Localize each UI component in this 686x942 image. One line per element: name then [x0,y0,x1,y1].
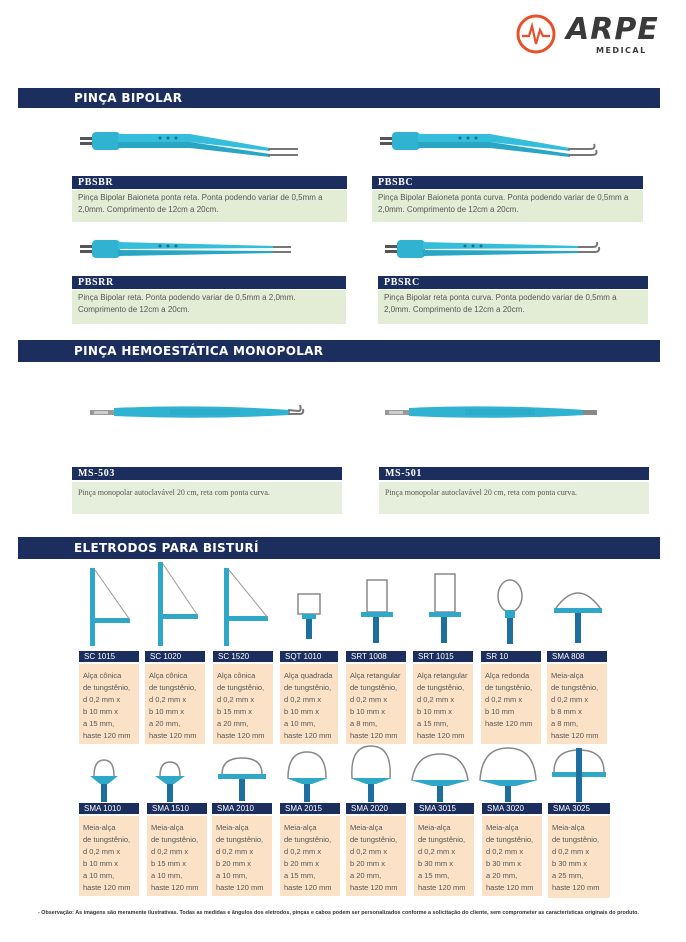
electrode-code: SMA 2010 [212,803,272,814]
electrode-half-loop-icon [350,745,392,802]
monopolar-forceps-straight-icon [385,406,597,418]
electrode-spec: Meia-alça de tungstênio, d 0,2 mm x b 10… [79,816,139,896]
bipolar-bayonet-curved-icon [380,132,598,157]
product-desc-pbsbc: Pinça Bipolar Baioneta ponta curva. Pont… [372,190,643,222]
electrode-conical-icon [158,562,199,646]
electrode-code: SMA 2020 [346,803,406,814]
electrode-spec: Alça cônica de tungstênio, d 0,2 mm x b … [145,664,205,744]
electrode-spec: Meia-alça de tungstênio, d 0,2 mm x b 30… [548,816,610,898]
electrode-spec: Alça retangular de tungstênio, d 0,2 mm … [413,664,473,744]
section-banner-monopolar: PINÇA HEMOESTÁTICA MONOPOLAR [18,340,660,362]
brand-name: ARPE [566,12,659,47]
product-code-ms501: MS-501 [379,467,649,480]
product-code-pbsrc: PBSRC [378,276,648,289]
electrode-code: SMA 2015 [280,803,340,814]
electrode-half-loop-icon [90,759,118,802]
section-banner-bipolar: PINÇA BIPOLAR [18,88,660,108]
electrode-round-loop-icon [497,579,523,644]
bipolar-bayonet-straight-icon [80,132,298,157]
arpe-medical-logo-icon [516,14,556,54]
electrode-conical-icon [224,568,269,646]
electrode-half-loop-icon [218,757,266,801]
electrode-spec: Meia-alça de tungstênio, d 0,2 mm x b 30… [482,816,542,896]
electrode-square-loop-icon [297,593,321,639]
electrode-half-loop-icon [478,747,538,802]
bipolar-straight-icon [80,240,291,258]
electrode-code: SQT 1010 [280,651,338,662]
brand-sub: MEDICAL [596,46,647,55]
electrode-spec: Alça cônica de tungstênio, d 0,2 mm x b … [213,664,273,744]
section-banner-eletrodos: ELETRODOS PARA BISTURÍ [18,537,660,559]
electrode-spec: Meia-alça de tungstênio, d 0,2 mm x b 20… [280,816,340,896]
product-desc-ms501: Pinça monopolar autoclavável 20 cm, reta… [379,482,649,514]
electrode-spec: Meia-alça de tungstênio, d 0,2 mm x b 30… [414,816,474,896]
footnote: - Observação: As imagens são meramente i… [38,910,639,916]
product-desc-pbsrr: Pinça Bipolar reta. Ponta podendo variar… [72,290,346,324]
electrode-spec: Alça quadrada de tungstênio, d 0,2 mm x … [280,664,338,744]
electrode-code: SRT 1008 [346,651,406,662]
electrode-half-loop-icon [155,761,185,802]
electrode-half-loop-icon [554,592,602,643]
electrode-spec: Meia-alça de tungstênio, d 0,2 mm x b 20… [212,816,272,896]
product-code-pbsbr: PBSBR [72,176,347,189]
electrode-code: SMA 1010 [79,803,139,814]
electrode-code: SMA 3025 [548,803,610,814]
product-code-pbsrr: PBSRR [72,276,346,289]
electrode-spec: Alça redonda de tungstênio, d 0,2 mm x b… [481,664,541,744]
electrode-code: SMA 3020 [482,803,542,814]
electrode-spec: Meia-alça de tungstênio, d 0,2 mm x b 20… [346,816,406,896]
electrode-code: SMA 3015 [414,803,474,814]
bipolar-curved-icon [385,240,601,258]
electrode-code: SC 1020 [145,651,205,662]
electrode-code: SC 1015 [79,651,139,662]
electrode-code: SR 10 [481,651,541,662]
electrode-rectangular-loop-icon [361,579,393,643]
product-code-ms503: MS-503 [72,467,342,480]
product-desc-pbsrc: Pinça Bipolar reta ponta curva. Ponta po… [378,290,648,324]
electrode-code: SC 1520 [213,651,273,662]
electrode-spec: Alça retangular de tungstênio, d 0,2 mm … [346,664,406,744]
electrode-spec: Alça cônica de tungstênio, d 0,2 mm x b … [79,664,139,744]
electrode-conical-icon [90,568,131,646]
electrode-half-loop-icon [286,751,328,802]
electrode-half-loop-icon [552,748,606,802]
monopolar-forceps-icon [90,404,305,418]
electrode-spec: Meia-alça de tungstênio, d 0,2 mm x b 15… [147,816,207,896]
electrode-code: SRT 1015 [413,651,473,662]
electrode-code: SMA 1510 [147,803,207,814]
electrode-spec: Meia-alça de tungstênio, d 0,2 mm x b 8 … [547,664,607,744]
product-code-pbsbc: PBSBC [372,176,643,189]
electrode-half-loop-icon [410,753,470,802]
product-desc-pbsbr: Pinça Bipolar Baioneta ponta reta. Ponta… [72,190,347,222]
electrode-rectangular-loop-icon [429,573,461,643]
product-desc-ms503: Pinça monopolar autoclavável 20 cm, reta… [72,482,342,514]
electrode-code: SMA 808 [547,651,607,662]
